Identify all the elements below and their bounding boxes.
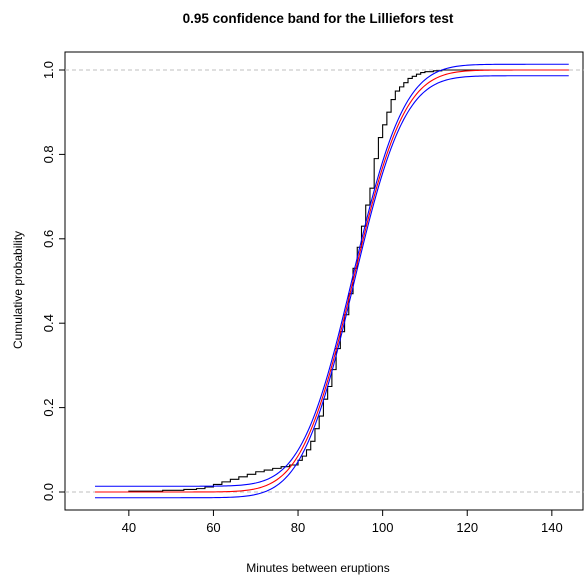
- y-tick-label: 0.4: [41, 314, 56, 332]
- chart-title: 0.95 confidence band for the Lilliefors …: [183, 11, 454, 26]
- x-axis-label: Minutes between eruptions: [246, 561, 389, 575]
- band-lower-line: [95, 75, 569, 499]
- y-axis-label: Cumulative probability: [11, 231, 25, 349]
- y-tick-label: 0.8: [41, 145, 56, 163]
- plot-area: 40 60 80 100 120 140 0.0 0.2 0.4 0.6 0.8 1.0: [41, 51, 584, 535]
- plot-frame: [64, 51, 584, 511]
- x-tick-label: 100: [372, 520, 394, 535]
- x-tick-label: 60: [206, 520, 220, 535]
- x-tick-label: 40: [122, 520, 136, 535]
- fitted-cdf-line: [95, 69, 569, 493]
- y-tick-label: 0.0: [41, 483, 56, 501]
- band-upper-line: [95, 63, 569, 487]
- ecdf-step-line: [95, 69, 569, 493]
- x-tick-label: 80: [291, 520, 305, 535]
- x-tick-label: 120: [456, 520, 478, 535]
- x-tick-label: 140: [541, 520, 563, 535]
- y-tick-label: 1.0: [41, 61, 56, 79]
- y-tick-label: 0.2: [41, 399, 56, 417]
- y-tick-label: 0.6: [41, 230, 56, 248]
